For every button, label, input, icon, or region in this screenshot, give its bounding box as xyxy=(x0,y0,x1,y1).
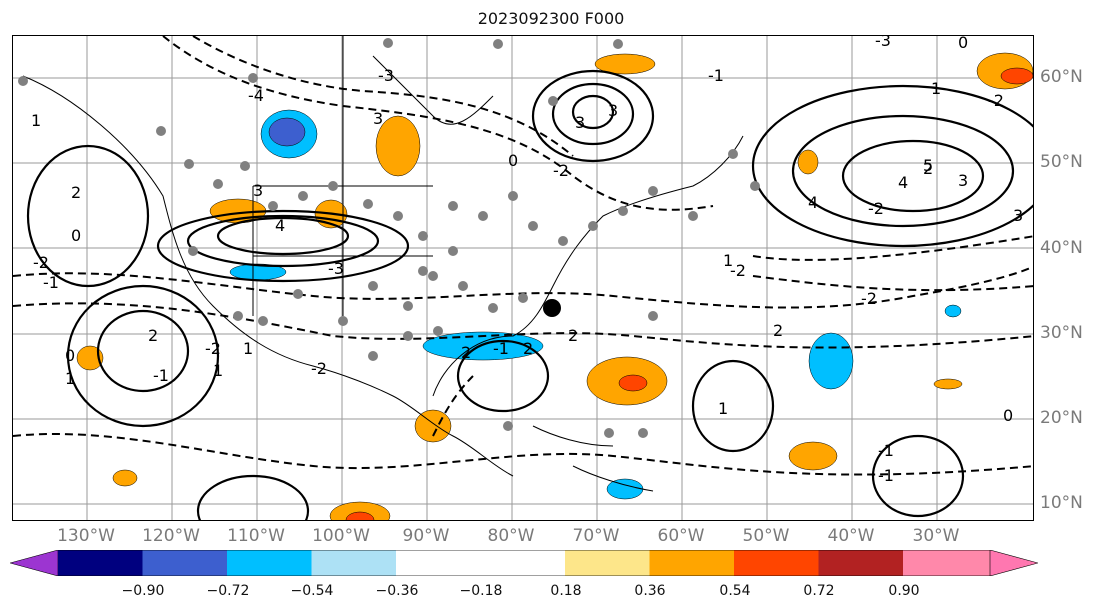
lon-label: 100°W xyxy=(312,526,370,546)
hurricane-center-marker xyxy=(543,299,561,317)
colorbar-bin xyxy=(565,550,650,576)
contour-label: 2 xyxy=(568,326,578,345)
contour-label: -2 xyxy=(868,199,884,218)
contour-label: 2 xyxy=(461,343,471,362)
lon-label: 60°W xyxy=(657,526,705,546)
lon-label: 110°W xyxy=(227,526,285,546)
contour-label: 3 xyxy=(575,113,585,132)
contour-label: 0 xyxy=(71,226,81,245)
station-dots xyxy=(18,38,760,438)
lon-label: 70°W xyxy=(572,526,620,546)
contour-label: 1 xyxy=(213,361,223,380)
lat-label: 20°N xyxy=(1040,408,1083,428)
colorbar-bin xyxy=(311,550,396,576)
contour-label-layer: 1 3 4 3 2 0 2 -2 -1 -3 -4 3 -3 3 -2 0 -2… xyxy=(31,36,1023,485)
contour-label: 2 xyxy=(71,183,81,202)
colorbar-tick-label: 0.18 xyxy=(550,583,582,599)
contour-label: -2 xyxy=(553,161,569,180)
contour-label: 1 xyxy=(723,251,733,270)
solid-contours xyxy=(26,69,1033,520)
colorbar xyxy=(10,550,1038,576)
colorbar-tick-label: 0.54 xyxy=(719,583,751,599)
contour-label: -3 xyxy=(328,259,344,278)
contour-label: 2 xyxy=(773,321,783,340)
contour-label: -3 xyxy=(378,66,394,85)
contour-label: -1 xyxy=(43,273,59,292)
map-svg: 1 3 4 3 2 0 2 -2 -1 -3 -4 3 -3 3 -2 0 -2… xyxy=(13,36,1033,520)
colorbar-high-extend xyxy=(989,550,1038,576)
colorbar-bin xyxy=(227,550,312,576)
lat-label: 40°N xyxy=(1040,238,1083,258)
colorbar-tick-label: −0.36 xyxy=(375,583,419,599)
lon-label: 50°W xyxy=(742,526,790,546)
contour-label: 5 xyxy=(923,156,933,175)
lon-label: 90°W xyxy=(402,526,450,546)
contour-label: -1 xyxy=(493,339,509,358)
lon-label: 80°W xyxy=(487,526,535,546)
contour-label: 4 xyxy=(808,193,818,212)
colorbar-tick-label: 0.90 xyxy=(888,583,920,599)
contour-label: -2 xyxy=(33,253,49,272)
colorbar-tick-label: −0.54 xyxy=(290,583,334,599)
contour-label: -3 xyxy=(875,36,891,50)
contour-label: 0 xyxy=(958,36,968,52)
contour-label: 4 xyxy=(898,173,908,192)
contour-label: 0 xyxy=(1003,406,1013,425)
colorbar-bin xyxy=(396,550,565,576)
contour-label: 3 xyxy=(608,101,618,120)
contour-label: -1 xyxy=(708,66,724,85)
lon-label: 130°W xyxy=(57,526,115,546)
lat-label: 30°N xyxy=(1040,323,1083,343)
contour-label: -1 xyxy=(878,466,894,485)
contour-label: 1 xyxy=(718,399,728,418)
lon-label: 40°W xyxy=(827,526,875,546)
colorbar-tick-label: −0.72 xyxy=(206,583,250,599)
lon-label: 30°W xyxy=(912,526,960,546)
colorbar-low-extend xyxy=(10,550,59,576)
colorbar-bin xyxy=(903,550,990,576)
contour-label: -1 xyxy=(878,441,894,460)
contour-label: 3 xyxy=(1013,206,1023,225)
contour-label: 0 xyxy=(508,151,518,170)
colorbar-bin xyxy=(142,550,227,576)
colorbar-tick-label: −0.18 xyxy=(459,583,503,599)
colorbar-tick-label: −0.90 xyxy=(121,583,165,599)
contour-label: -2 xyxy=(861,289,877,308)
lat-label: 10°N xyxy=(1040,493,1083,513)
colorbar-tick-label: 0.72 xyxy=(803,583,835,599)
lat-label: 50°N xyxy=(1040,152,1083,172)
contour-label: 2 xyxy=(923,159,933,178)
figure-title: 2023092300 F000 xyxy=(477,9,625,28)
colorbar-bin xyxy=(649,550,734,576)
contour-label: 2 xyxy=(148,326,158,345)
map-panel: 1 3 4 3 2 0 2 -2 -1 -3 -4 3 -3 3 -2 0 -2… xyxy=(12,35,1034,521)
contour-label: -2 xyxy=(988,91,1004,110)
contour-label: 2 xyxy=(523,339,533,358)
dashed-contours xyxy=(13,36,1033,476)
contour-label: 1 xyxy=(931,79,941,98)
contour-label: 1 xyxy=(65,369,75,388)
lat-label: 60°N xyxy=(1040,67,1083,87)
contour-label: 0 xyxy=(65,346,75,365)
contour-label: 1 xyxy=(31,111,41,130)
contour-label: -1 xyxy=(153,366,169,385)
colorbar-bin xyxy=(734,550,819,576)
colorbar-tick-label: 0.36 xyxy=(634,583,666,599)
contour-label: 3 xyxy=(373,109,383,128)
contour-label: 1 xyxy=(243,339,253,358)
contour-label: 3 xyxy=(253,181,263,200)
colorbar-bin xyxy=(58,550,143,576)
colorbar-bin xyxy=(818,550,903,576)
contour-label: -2 xyxy=(311,359,327,378)
contour-label: 4 xyxy=(275,216,285,235)
contour-label: 3 xyxy=(958,171,968,190)
contour-label: -2 xyxy=(730,261,746,280)
contour-label: -4 xyxy=(248,86,264,105)
contour-label: -2 xyxy=(205,339,221,358)
lon-label: 120°W xyxy=(142,526,200,546)
